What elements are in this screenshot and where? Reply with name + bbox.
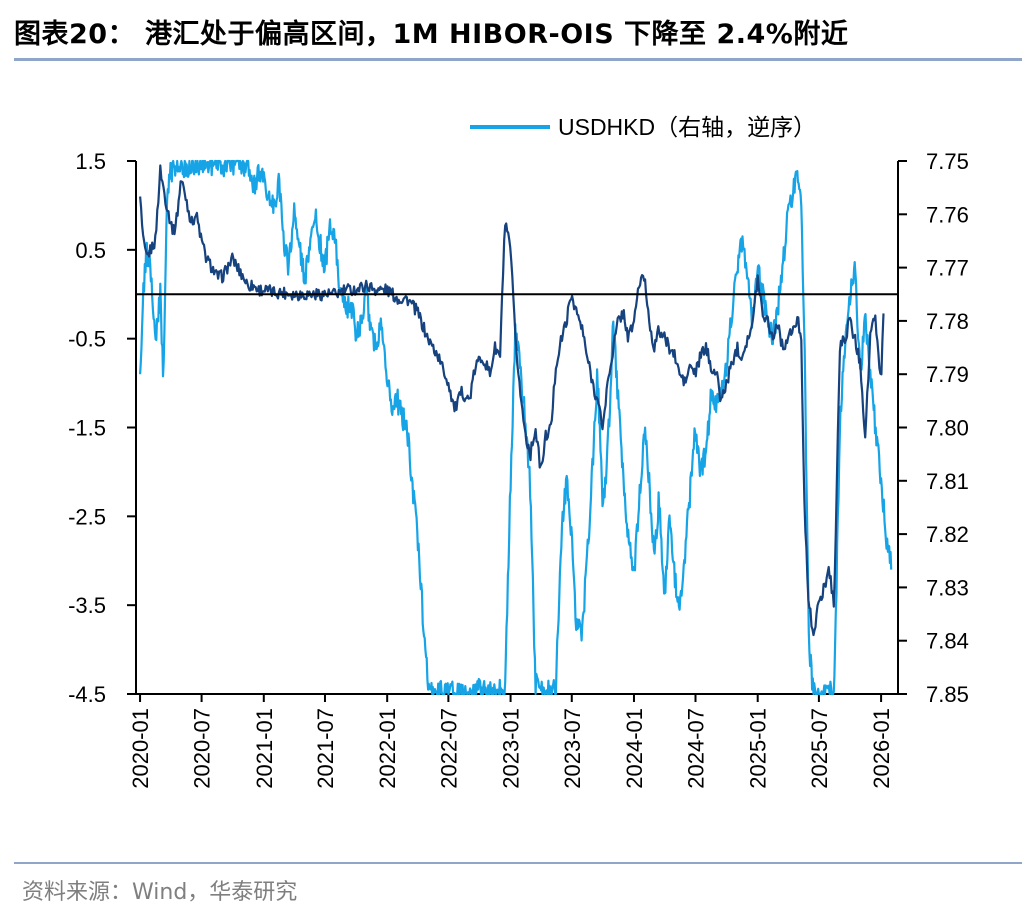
y-right-tick-label: 7.76 — [926, 202, 969, 227]
y-right-tick-label: 7.77 — [926, 256, 969, 281]
title-rule — [14, 58, 1022, 61]
x-tick-label: 2026-01 — [869, 708, 894, 789]
source-note: 资料来源：Wind，华泰研究 — [22, 880, 298, 905]
y-right-tick-label: 7.83 — [926, 575, 969, 600]
y-right-tick-label: 7.84 — [926, 629, 969, 654]
y-left-tick-label: 0.5 — [75, 238, 106, 263]
figure-title: 图表20： 港汇处于偏高区间，1M HIBOR-OIS 下降至 2.4%附近 — [14, 19, 849, 50]
legend-label-usdhkd: USDHKD（右轴，逆序） — [558, 114, 816, 140]
y-left-tick-label: 1.5 — [75, 149, 106, 174]
x-tick-label: 2021-01 — [252, 708, 277, 789]
y-left-tick-label: -3.5 — [68, 593, 106, 618]
axes: 1.5 0.5 -0.5 -1.5 -2.5 -3.5 -4.5 7.75 7.76 7.77 7.… — [68, 149, 969, 789]
source-rule — [14, 862, 1022, 864]
series-layer — [136, 159, 898, 696]
y-right-tick-label: 7.85 — [926, 682, 969, 707]
x-tick-label: 2025-01 — [746, 708, 771, 789]
x-tick-label: 2022-07 — [436, 708, 461, 789]
y-left-tick-label: -2.5 — [68, 504, 106, 529]
x-tick-label: 2025-07 — [807, 708, 832, 789]
legend: USDHKD（右轴，逆序） — [196, 114, 816, 140]
y-right-tick-label: 7.81 — [926, 469, 969, 494]
x-tick-label: 2020-01 — [128, 708, 153, 789]
x-tick-label: 2020-07 — [190, 708, 215, 789]
y-right-tick-label: 7.75 — [926, 149, 969, 174]
y-right-tick-label: 7.79 — [926, 362, 969, 387]
y-right-tick-label: 7.78 — [926, 309, 969, 334]
hibor-ois-line — [139, 164, 885, 637]
y-left-tick-label: -4.5 — [68, 682, 106, 707]
x-tick-label: 2024-01 — [622, 708, 647, 789]
y-left-tick-label: -1.5 — [68, 416, 106, 441]
usdhkd-line — [139, 159, 893, 696]
x-tick-label: 2021-07 — [313, 708, 338, 789]
y-right-tick-label: 7.82 — [926, 522, 969, 547]
x-tick-label: 2023-01 — [499, 708, 524, 789]
x-tick-label: 2024-07 — [683, 708, 708, 789]
x-tick-label: 2023-07 — [560, 708, 585, 789]
y-right-tick-label: 7.80 — [926, 416, 969, 441]
y-left-tick-label: -0.5 — [68, 327, 106, 352]
x-tick-label: 2022-01 — [375, 708, 400, 789]
